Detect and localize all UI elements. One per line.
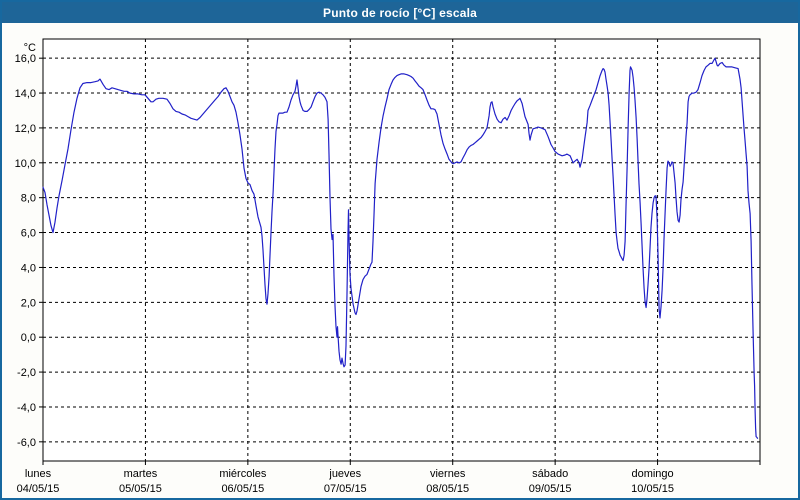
y-tick-label: 4,0	[21, 262, 36, 274]
x-day-label: sábado	[532, 468, 568, 480]
y-tick-label: 14,0	[15, 88, 36, 100]
x-date-label: 10/05/15	[631, 483, 674, 495]
x-day-label: jueves	[328, 468, 361, 480]
x-day-label: miércoles	[219, 468, 267, 480]
x-date-label: 05/05/15	[119, 483, 162, 495]
window-titlebar: Punto de rocío [°C] escala	[2, 2, 798, 23]
x-date-label: 09/05/15	[529, 483, 572, 495]
y-axis-unit-label: °C	[24, 42, 36, 54]
window-title: Punto de rocío [°C] escala	[322, 5, 478, 20]
chart-area: 16,0 14,0 12,0 10,0 8,0 6,0 4,0 2,0 0,0 -2,0 -4,0 -…	[2, 23, 798, 498]
x-day-label: martes	[124, 468, 158, 480]
x-day-label: viernes	[430, 468, 466, 480]
x-date-label: 04/05/15	[17, 483, 60, 495]
x-date-label: 07/05/15	[324, 483, 367, 495]
y-tick-label: 10,0	[15, 158, 36, 170]
y-tick-label: 6,0	[21, 228, 36, 240]
y-tick-label: -6,0	[17, 437, 36, 449]
y-tick-label: 8,0	[21, 193, 36, 205]
x-day-label: domingo	[631, 468, 673, 480]
plot-border	[42, 38, 761, 462]
y-tick-label: 12,0	[15, 123, 36, 135]
y-tick-label: 16,0	[15, 53, 36, 65]
y-tick-label: -4,0	[17, 402, 36, 414]
dew-point-chart: 16,0 14,0 12,0 10,0 8,0 6,0 4,0 2,0 0,0 -2,0 -4,0 -…	[15, 38, 761, 495]
x-day-label: lunes	[25, 468, 52, 480]
y-tick-label: -2,0	[17, 367, 36, 379]
y-tick-label: 0,0	[21, 332, 36, 344]
dew-point-line	[42, 57, 759, 439]
x-date-label: 08/05/15	[426, 483, 469, 495]
y-tick-label: 2,0	[21, 297, 36, 309]
x-date-label: 06/05/15	[221, 483, 264, 495]
